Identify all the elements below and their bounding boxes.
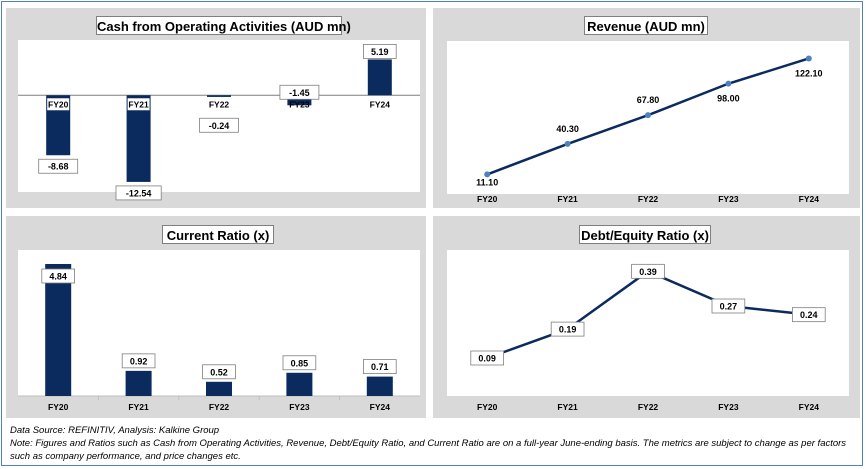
cash-value-label-box: [279, 84, 320, 100]
revenue-panel: Revenue (AUD mn) FY20 11.10 FY21 40.30 FY22 6…: [433, 8, 860, 208]
footer-notes: Data Source: REFINITIV, Analysis: Kalkin…: [10, 424, 860, 463]
debt-value-label: 0.19: [559, 325, 577, 335]
debt-value-label: 0.27: [720, 302, 738, 312]
current-tick-label: FY23: [289, 402, 310, 412]
revenue-tick-label: FY23: [718, 194, 739, 204]
current-tick-label: FY20: [48, 402, 69, 412]
revenue-point: [564, 140, 571, 147]
current-bar: [366, 376, 393, 396]
debt-tick-label: FY24: [799, 402, 820, 412]
debt-tick-label: FY23: [718, 402, 739, 412]
current-value-label: 0.92: [130, 356, 148, 366]
revenue-tick-label: FY22: [638, 194, 659, 204]
cash-flow-chart: FY20 -8.68 FY21 -12.54 FY22 -0.24 FY23-1.45 FY2…: [18, 40, 420, 201]
cash-value-label: 5.19: [371, 47, 389, 57]
current-ratio-title: Current Ratio (x): [162, 225, 274, 244]
cash-tick-label: FY24: [370, 99, 391, 109]
cash-tick-bg: [368, 98, 391, 111]
current-tick-label: FY22: [209, 402, 230, 412]
cash-tick-label: FY21: [128, 99, 149, 109]
revenue-value-label: 11.10: [476, 177, 498, 187]
revenue-value-label: 122.10: [795, 68, 823, 78]
revenue-tick-label: FY20: [477, 194, 498, 204]
cash-tick-label: FY23: [289, 99, 310, 109]
debt-equity-chart: FY20 0.09 FY21 0.19 FY22 0.39 FY23 0.27 FY24 0.24: [447, 250, 849, 412]
cash-value-label: -8.68: [48, 162, 69, 172]
current-value-label: 0.85: [291, 358, 309, 368]
revenue-tick-label: FY21: [557, 194, 578, 204]
debt-value-label: 0.24: [800, 310, 818, 320]
debt-equity-panel: Debt/Equity Ratio (x) FY20 0.09 FY21 0.19 FY…: [433, 216, 860, 418]
current-value-label-box: [282, 355, 317, 371]
debt-value-label-box: [711, 298, 746, 314]
current-ratio-chart: FY20 4.84 FY21 0.92 FY22 0.52 FY23 0.85 FY24 0.71: [18, 250, 420, 412]
cash-bar: [367, 59, 392, 96]
cash-tick-bg: [47, 98, 70, 111]
debt-value-label: 0.39: [639, 267, 657, 277]
cash-value-label-box: [362, 44, 397, 59]
cash-value-label-box: [115, 185, 162, 201]
cash-value-label: -12.54: [126, 188, 152, 198]
current-bar: [286, 372, 313, 396]
cash-tick-label: FY22: [209, 99, 230, 109]
cash-value-label: -1.45: [289, 88, 310, 98]
cash-tick-label: FY20: [48, 99, 69, 109]
revenue-point: [645, 112, 651, 119]
debt-tick-label: FY22: [638, 402, 659, 412]
cash-value-label-box: [38, 158, 79, 174]
current-value-label-box: [121, 353, 156, 369]
cash-flow-panel: Cash from Operating Activities (AUD mn) …: [6, 8, 426, 208]
cash-value-label: -0.24: [209, 121, 230, 131]
data-source-text: Data Source: REFINITIV, Analysis: Kalkin…: [10, 425, 220, 436]
revenue-value-label: 98.00: [717, 94, 740, 104]
current-value-label-box: [362, 359, 397, 374]
current-bar: [206, 381, 232, 396]
cash-plot-area: [18, 40, 420, 192]
current-bar: [45, 264, 72, 396]
debt-value-label-box: [470, 350, 504, 366]
current-bar: [125, 370, 152, 396]
revenue-point: [805, 55, 812, 62]
debt-tick-label: FY20: [477, 402, 498, 412]
cash-value-label-box: [199, 117, 239, 133]
revenue-value-label: 40.30: [556, 124, 579, 134]
current-value-label: 0.71: [371, 362, 389, 372]
debt-value-label: 0.09: [478, 354, 496, 364]
current-tick-label: FY24: [370, 402, 391, 412]
debt-value-label-box: [550, 321, 585, 337]
current-value-label-box: [202, 364, 236, 380]
revenue-title: Revenue (AUD mn): [584, 16, 708, 35]
revenue-value-label: 67.80: [637, 95, 660, 105]
cash-bar: [287, 95, 312, 106]
revenue-point: [484, 171, 491, 178]
debt-equity-title: Debt/Equity Ratio (x): [579, 225, 711, 244]
cash-bar: [207, 95, 231, 97]
revenue-tick-label: FY24: [799, 194, 820, 204]
cash-flow-title: Cash from Operating Activities (AUD mn): [96, 16, 351, 35]
debt-value-label-box: [791, 307, 826, 323]
revenue-point: [725, 80, 732, 87]
current-ratio-panel: Current Ratio (x) FY20 4.84 FY21 0.92 FY22 0.…: [6, 216, 426, 418]
current-value-label: 4.84: [49, 272, 67, 282]
cash-tick-bg: [127, 98, 150, 111]
current-value-label-box: [41, 268, 75, 284]
current-value-label: 0.52: [210, 367, 228, 377]
debt-value-label-box: [631, 263, 665, 279]
note-text: Note: Figures and Ratios such as Cash fr…: [10, 438, 847, 462]
revenue-chart: FY20 11.10 FY21 40.30 FY22 67.80 FY23 98.00 FY24…: [447, 41, 849, 204]
current-tick-label: FY21: [128, 402, 149, 412]
debt-tick-label: FY21: [557, 402, 578, 412]
